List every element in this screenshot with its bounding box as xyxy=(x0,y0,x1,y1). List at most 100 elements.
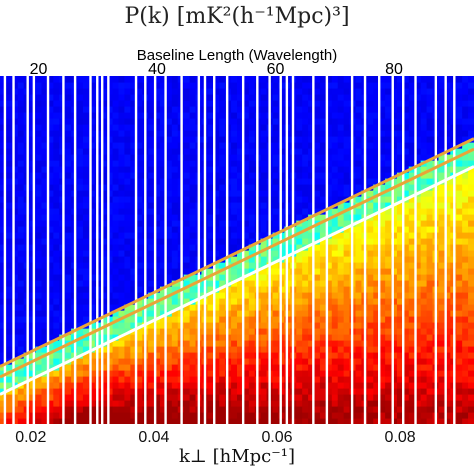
heatmap-cell xyxy=(148,238,155,245)
heatmap-cell xyxy=(219,148,226,155)
heatmap-cell xyxy=(373,76,380,83)
heatmap-cell xyxy=(47,238,54,245)
heatmap-cell xyxy=(189,190,197,197)
heatmap-cell xyxy=(237,340,244,347)
heatmap-cell xyxy=(124,166,131,173)
heatmap-cell xyxy=(118,244,126,251)
heatmap-cell xyxy=(391,316,398,323)
heatmap-cell xyxy=(159,394,167,401)
heatmap-cell xyxy=(343,376,351,383)
heatmap-cell xyxy=(414,328,422,335)
heatmap-cell xyxy=(0,190,7,197)
heatmap-cell xyxy=(17,328,25,335)
heatmap-cell xyxy=(5,256,13,263)
heatmap-cell xyxy=(456,172,463,179)
heatmap-cell xyxy=(355,250,363,257)
heatmap-cell xyxy=(308,154,315,161)
heatmap-cell xyxy=(302,88,309,95)
heatmap-cell xyxy=(462,238,469,245)
heatmap-cell xyxy=(213,334,220,341)
heatmap-cell xyxy=(124,280,131,287)
heatmap-cell xyxy=(88,166,96,173)
heatmap-cell xyxy=(426,406,434,413)
heatmap-cell xyxy=(242,118,250,125)
heatmap-cell xyxy=(325,238,333,245)
heatmap-cell xyxy=(165,274,173,281)
heatmap-cell xyxy=(444,328,451,335)
heatmap-cell xyxy=(41,130,48,137)
heatmap-cell xyxy=(296,286,303,293)
heatmap-cell xyxy=(408,244,416,251)
heatmap-cell xyxy=(159,76,167,83)
heatmap-cell xyxy=(130,166,137,173)
heatmap-cell xyxy=(260,394,268,401)
heatmap-cell xyxy=(82,136,90,143)
heatmap-cell xyxy=(373,184,380,191)
heatmap-cell xyxy=(165,382,173,389)
heatmap-cell xyxy=(242,376,250,383)
heatmap-cell xyxy=(308,250,315,257)
heatmap-cell xyxy=(444,400,451,407)
heatmap-cell xyxy=(171,352,179,359)
heatmap-cell xyxy=(159,256,167,263)
heatmap-cell xyxy=(136,190,143,197)
heatmap-cell xyxy=(314,358,321,365)
heatmap-cell xyxy=(183,412,191,419)
heatmap-cell xyxy=(219,274,226,281)
heatmap-cell xyxy=(225,370,232,377)
heatmap-cell xyxy=(130,274,137,281)
heatmap-cell xyxy=(343,112,351,119)
heatmap-cell xyxy=(391,178,398,185)
heatmap-cell xyxy=(5,400,13,407)
heatmap-cell xyxy=(408,298,416,305)
heatmap-cell xyxy=(385,154,392,161)
heatmap-cell xyxy=(35,238,43,245)
heatmap-cell xyxy=(219,310,226,317)
heatmap-cell xyxy=(41,292,48,299)
heatmap-cell xyxy=(213,124,220,131)
heatmap-cell xyxy=(207,154,214,161)
heatmap-cell xyxy=(402,370,410,377)
heatmap-cell xyxy=(396,310,404,317)
heatmap-cell xyxy=(17,94,25,101)
heatmap-cell xyxy=(231,184,238,191)
heatmap-cell xyxy=(325,88,333,95)
heatmap-cell xyxy=(302,220,309,227)
heatmap-cell xyxy=(444,166,451,173)
heatmap-cell xyxy=(343,130,351,137)
heatmap-cell xyxy=(314,136,321,143)
heatmap-cell xyxy=(237,112,244,119)
heatmap-cell xyxy=(77,220,84,227)
heatmap-cell xyxy=(11,184,19,191)
heatmap-cell xyxy=(183,292,191,299)
heatmap-cell xyxy=(343,94,351,101)
heatmap-cell xyxy=(379,328,386,335)
heatmap-cell xyxy=(248,352,256,359)
heatmap-cell xyxy=(420,118,428,125)
heatmap-cell xyxy=(414,112,422,119)
heatmap-cell xyxy=(207,346,214,353)
heatmap-cell xyxy=(100,76,108,83)
heatmap-cell xyxy=(462,244,469,251)
heatmap-cell xyxy=(302,394,309,401)
heatmap-cell xyxy=(408,172,416,179)
heatmap-cell xyxy=(189,202,197,209)
heatmap-cell xyxy=(308,280,315,287)
heatmap-cell xyxy=(325,328,333,335)
heatmap-cell xyxy=(124,376,131,383)
heatmap-cell xyxy=(65,328,72,335)
heatmap-cell xyxy=(237,232,244,239)
heatmap-cell xyxy=(260,184,268,191)
heatmap-cell xyxy=(65,160,72,167)
heatmap-cell xyxy=(367,304,374,311)
heatmap-cell xyxy=(272,190,280,197)
heatmap-cell xyxy=(207,196,214,203)
heatmap-cell xyxy=(272,172,280,179)
heatmap-cell xyxy=(118,382,126,389)
heatmap-cell xyxy=(53,172,60,179)
heatmap-cell xyxy=(272,250,280,257)
heatmap-cell xyxy=(242,100,250,107)
heatmap-cell xyxy=(396,142,404,149)
heatmap-cell xyxy=(325,166,333,173)
heatmap-cell xyxy=(183,202,191,209)
